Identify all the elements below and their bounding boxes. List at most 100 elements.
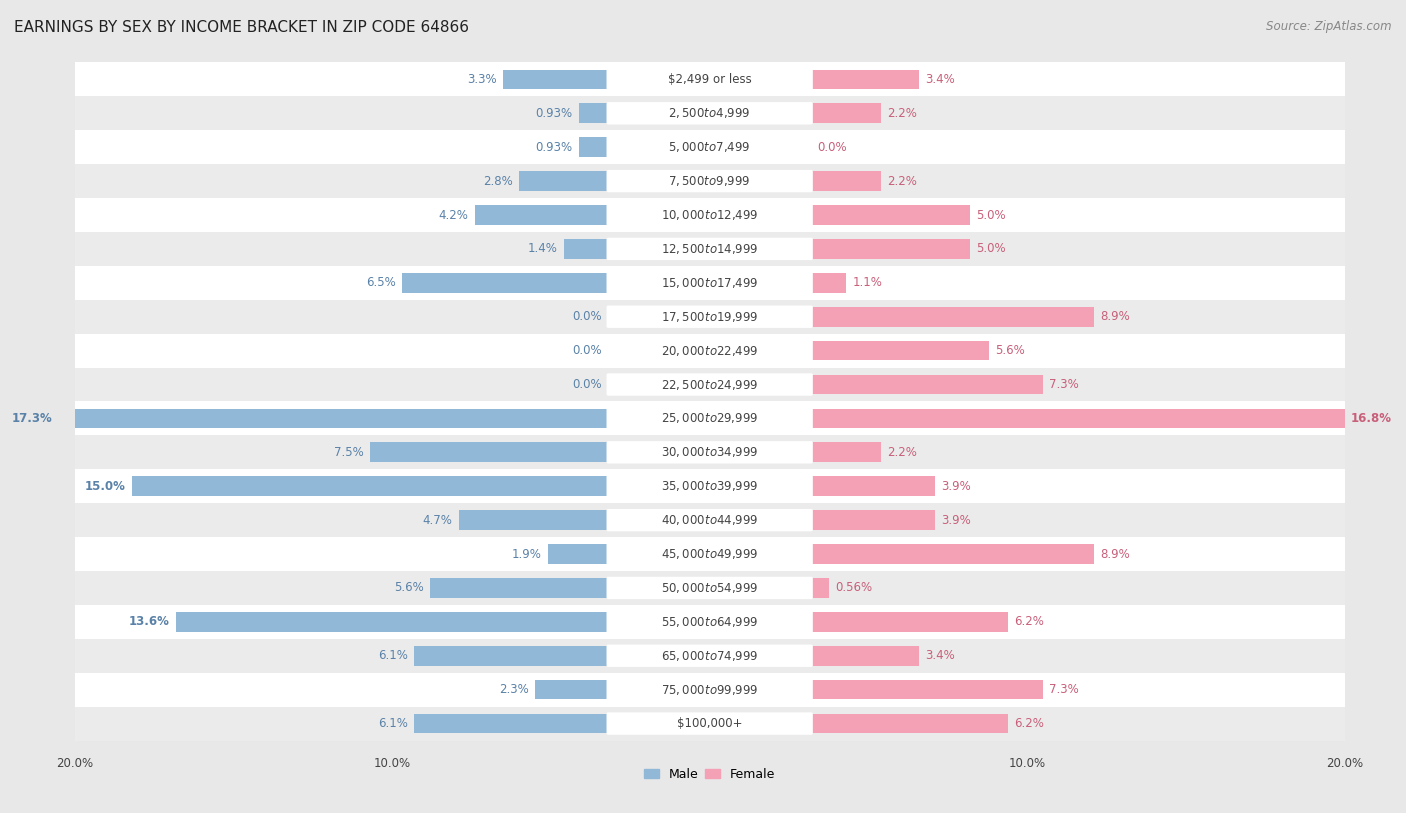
Bar [75,266,1344,300]
Text: $50,000 to $54,999: $50,000 to $54,999 [661,581,758,595]
FancyBboxPatch shape [606,475,813,498]
Text: 1.9%: 1.9% [512,547,541,560]
FancyBboxPatch shape [606,611,813,633]
Text: $30,000 to $34,999: $30,000 to $34,999 [661,446,758,459]
Text: 0.93%: 0.93% [536,107,572,120]
Text: $12,500 to $14,999: $12,500 to $14,999 [661,242,758,256]
FancyBboxPatch shape [606,509,813,532]
Legend: Male, Female: Male, Female [638,763,780,786]
Text: 3.4%: 3.4% [925,650,955,663]
Text: 2.2%: 2.2% [887,107,917,120]
Bar [579,137,609,157]
Text: $35,000 to $39,999: $35,000 to $39,999 [661,479,758,493]
Bar [75,639,1344,672]
Text: 15.0%: 15.0% [84,480,125,493]
Text: $2,499 or less: $2,499 or less [668,73,752,86]
FancyBboxPatch shape [606,712,813,735]
Text: 0.56%: 0.56% [835,581,873,594]
Bar [75,367,1344,402]
Bar [75,232,1344,266]
Bar [370,442,609,462]
Bar [59,409,609,428]
FancyBboxPatch shape [606,373,813,396]
Bar [811,612,1008,632]
Bar [75,198,1344,232]
Bar [75,164,1344,198]
Text: 17.3%: 17.3% [11,412,52,425]
Text: 1.4%: 1.4% [527,242,557,255]
Text: $7,500 to $9,999: $7,500 to $9,999 [668,174,751,188]
Bar [402,273,609,293]
Bar [75,333,1344,367]
Text: 6.5%: 6.5% [366,276,395,289]
Text: 5.6%: 5.6% [394,581,425,594]
Text: 2.8%: 2.8% [484,175,513,188]
Text: 7.3%: 7.3% [1049,683,1078,696]
FancyBboxPatch shape [606,407,813,429]
Bar [75,300,1344,333]
Text: 6.2%: 6.2% [1014,615,1045,628]
Bar [811,511,935,530]
Bar [503,70,609,89]
Bar [519,172,609,191]
Bar [458,511,609,530]
Text: $17,500 to $19,999: $17,500 to $19,999 [661,310,758,324]
Bar [75,130,1344,164]
Bar [415,646,609,666]
Text: 2.2%: 2.2% [887,446,917,459]
Text: 6.2%: 6.2% [1014,717,1045,730]
Bar [75,706,1344,741]
Bar [811,172,882,191]
Text: $65,000 to $74,999: $65,000 to $74,999 [661,649,758,663]
Bar [811,646,920,666]
Bar [811,578,830,598]
Text: $40,000 to $44,999: $40,000 to $44,999 [661,513,758,527]
FancyBboxPatch shape [606,272,813,294]
Bar [430,578,609,598]
Bar [811,442,882,462]
FancyBboxPatch shape [606,679,813,701]
Bar [579,103,609,123]
Bar [811,341,988,360]
FancyBboxPatch shape [606,68,813,90]
Bar [75,469,1344,503]
Bar [475,205,609,225]
FancyBboxPatch shape [606,340,813,362]
Text: 6.1%: 6.1% [378,650,408,663]
Text: $22,500 to $24,999: $22,500 to $24,999 [661,377,758,392]
Bar [75,402,1344,436]
Text: 3.9%: 3.9% [942,514,972,527]
Text: $100,000+: $100,000+ [676,717,742,730]
Text: $55,000 to $64,999: $55,000 to $64,999 [661,615,758,628]
Text: $5,000 to $7,499: $5,000 to $7,499 [668,140,751,154]
Text: $20,000 to $22,499: $20,000 to $22,499 [661,344,758,358]
FancyBboxPatch shape [606,441,813,463]
Text: 8.9%: 8.9% [1099,311,1130,324]
Text: 0.93%: 0.93% [536,141,572,154]
Bar [811,307,1094,327]
FancyBboxPatch shape [606,136,813,159]
Text: $75,000 to $99,999: $75,000 to $99,999 [661,683,758,697]
Text: 2.2%: 2.2% [887,175,917,188]
Bar [132,476,609,496]
Text: $2,500 to $4,999: $2,500 to $4,999 [668,107,751,120]
Text: 5.0%: 5.0% [976,242,1005,255]
Text: 13.6%: 13.6% [129,615,170,628]
Bar [75,503,1344,537]
Text: 3.3%: 3.3% [467,73,496,86]
Text: 2.3%: 2.3% [499,683,529,696]
Bar [415,714,609,733]
Bar [811,714,1008,733]
Bar [548,544,609,564]
Bar [75,63,1344,96]
Text: 1.1%: 1.1% [852,276,883,289]
Text: $45,000 to $49,999: $45,000 to $49,999 [661,547,758,561]
Text: 5.0%: 5.0% [976,208,1005,221]
FancyBboxPatch shape [606,543,813,565]
Bar [811,273,846,293]
Bar [811,409,1344,428]
Bar [75,571,1344,605]
Text: 0.0%: 0.0% [818,141,848,154]
Bar [176,612,609,632]
Text: Source: ZipAtlas.com: Source: ZipAtlas.com [1267,20,1392,33]
